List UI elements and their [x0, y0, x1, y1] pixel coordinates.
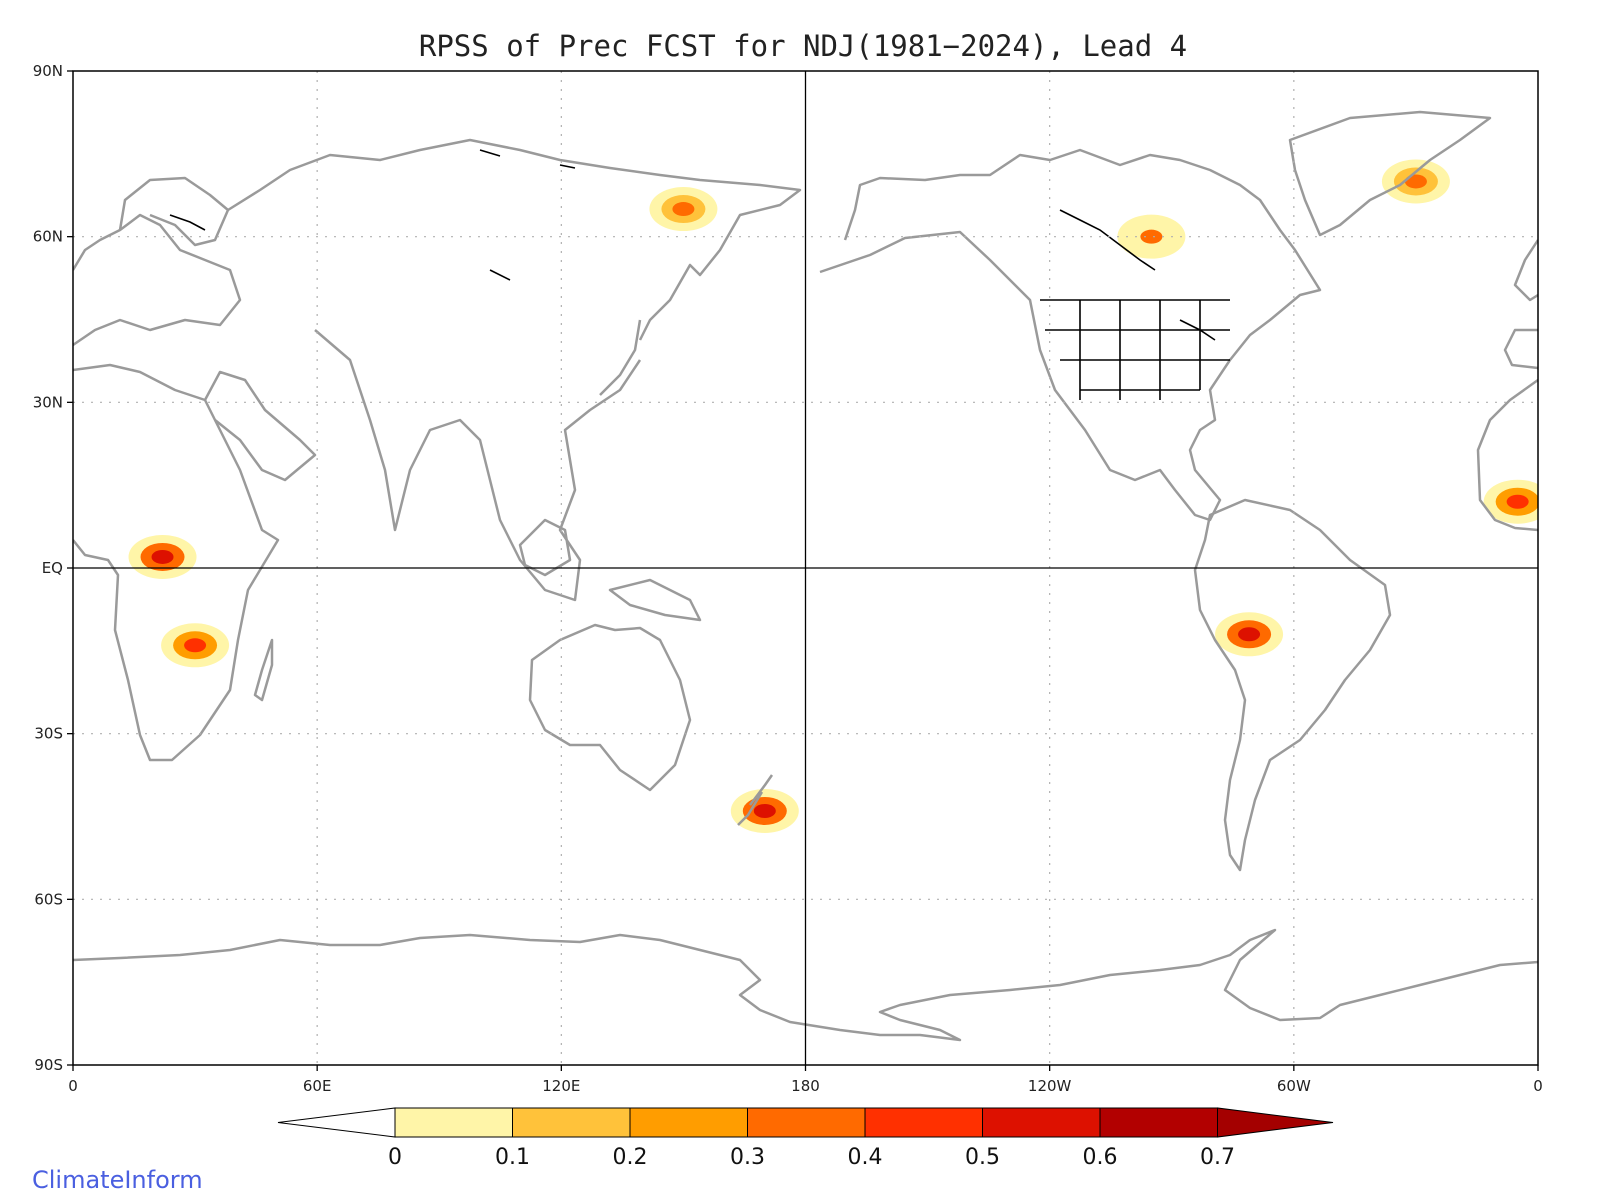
colorbar-tick-label: 0.2 — [613, 1145, 648, 1170]
arabia-outline — [203, 370, 317, 482]
borneo-outline — [518, 518, 572, 577]
lat-tick-label: 30S — [34, 725, 63, 743]
lon-tick-label: 120E — [542, 1077, 580, 1095]
rpss-fill-layer — [128, 159, 1538, 833]
lon-tick-label: 60E — [303, 1077, 332, 1095]
lat-tick-label: 60N — [33, 228, 63, 246]
lat-tick-label: 90N — [33, 62, 63, 80]
west-africa-coast — [1506, 494, 1529, 509]
colorbar-tick-label: 0.5 — [965, 1145, 1000, 1170]
africa-outline — [73, 363, 280, 762]
colorbar-tick-label: 0.4 — [848, 1145, 883, 1170]
colorbar-tick-label: 0.7 — [1200, 1145, 1235, 1170]
madagascar-outline — [253, 638, 274, 702]
siberia-lakes — [479, 149, 576, 281]
north-asia-outline — [227, 138, 802, 341]
lat-tick-label: EQ — [42, 559, 63, 577]
east-siberia-hotspot — [672, 202, 695, 217]
lon-tick-label: 60W — [1277, 1077, 1311, 1095]
hudson-bay-area — [1140, 229, 1163, 244]
us-state-lines — [1040, 299, 1230, 400]
reference-lines — [73, 71, 1538, 1065]
lon-tick-label: 0 — [1533, 1077, 1543, 1095]
lat-tick-label: 30N — [33, 393, 63, 411]
new-zealand-hotspot — [753, 803, 776, 818]
new-guinea-outline — [608, 578, 702, 622]
europe-outline — [73, 213, 242, 347]
lon-tick-label: 0 — [68, 1077, 78, 1095]
colorbar-bin — [864, 1107, 983, 1138]
colorbar-bin — [629, 1107, 748, 1138]
colorbar-below-triangle — [277, 1107, 396, 1138]
andes-hotspot — [1238, 627, 1261, 642]
colorbar-bin — [1099, 1107, 1218, 1138]
japan-outline — [599, 319, 642, 396]
lakes-layer — [169, 149, 1230, 400]
colorbar-tick-label: 0.1 — [495, 1145, 530, 1170]
south-america-outline — [1193, 498, 1392, 872]
lon-tick-label: 120W — [1028, 1077, 1072, 1095]
antarctica-outline — [73, 928, 1538, 1042]
lon-tick-label: 180 — [791, 1077, 820, 1095]
scandinavia-outline — [118, 176, 230, 247]
colorbar-tick-label: 0 — [388, 1145, 402, 1170]
axes: 90N 60N 30N EQ 30S 60S 90S 0 60E 120E 180 120W 60W 0 — [33, 62, 1543, 1095]
new-zealand-outline — [737, 774, 774, 826]
colorbar-above-triangle — [1217, 1107, 1334, 1138]
australia-outline — [528, 623, 692, 792]
colorbar-tick-label: 0.6 — [1083, 1145, 1118, 1170]
central-africa-hotspot — [151, 549, 174, 564]
west-africa-wrap-outline — [1476, 378, 1538, 532]
iberia-wrap-outline — [1503, 328, 1538, 370]
colorbar-bin — [982, 1107, 1101, 1138]
colorbar-bin — [512, 1107, 631, 1138]
colorbar-bin — [747, 1107, 866, 1138]
lat-tick-label: 60S — [34, 890, 63, 908]
lat-tick-label: 90S — [34, 1056, 63, 1074]
map-plot-area — [73, 71, 1538, 1065]
scandinavia-lakes — [169, 214, 206, 231]
colorbar: 0 0.1 0.2 0.3 0.4 0.5 0.6 0.7 — [277, 1107, 1334, 1170]
colorbar-bin — [394, 1107, 513, 1138]
credit-label: ClimateInform — [32, 1166, 203, 1194]
greenland-outline — [1288, 110, 1492, 237]
colorbar-tick-label: 0.3 — [730, 1145, 765, 1170]
southern-africa-hotspot — [184, 638, 207, 653]
india-outline — [314, 329, 642, 602]
chart-title: RPSS of Prec FCST for NDJ(1981−2024), Le… — [419, 29, 1187, 63]
uk-wrap-outline — [1513, 239, 1538, 302]
